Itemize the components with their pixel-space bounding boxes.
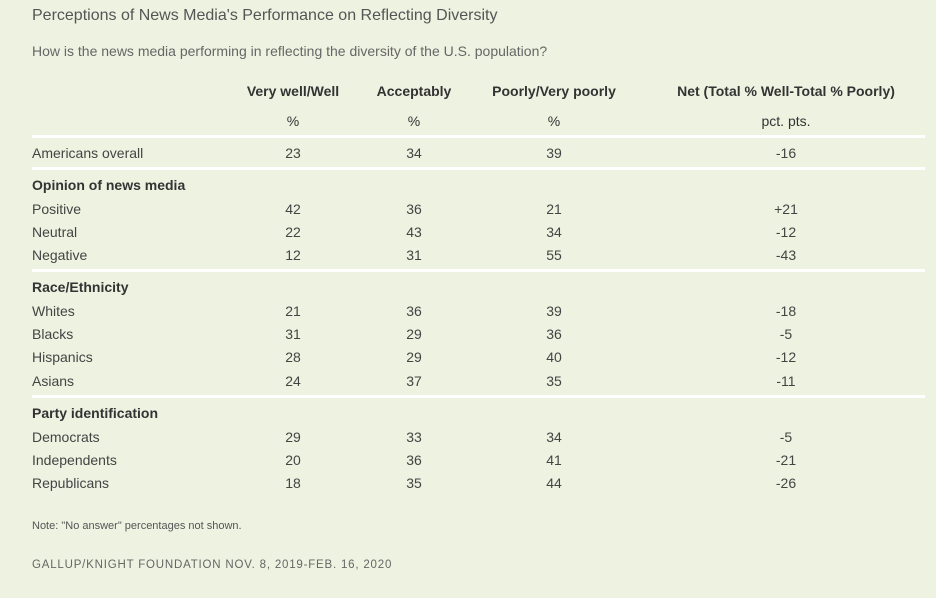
group-label: Race/Ethnicity xyxy=(32,279,129,295)
row-label: Independents xyxy=(32,451,117,468)
footnote: Note: "No answer" percentages not shown. xyxy=(32,520,242,532)
table-cell: 36 xyxy=(546,325,562,342)
table-divider xyxy=(32,135,925,138)
table-cell: 28 xyxy=(285,349,301,366)
table-cell: 34 xyxy=(406,145,422,161)
table-cell: 36 xyxy=(406,302,422,319)
table-cell: -12 xyxy=(775,223,797,240)
column-header: Acceptably xyxy=(376,83,452,99)
table-cell: 37 xyxy=(406,372,422,389)
table-cell: 12 xyxy=(285,247,301,264)
table-divider xyxy=(32,269,925,272)
table-cell: 22 xyxy=(285,223,301,240)
table-cell: -5 xyxy=(779,325,793,342)
row-label: Americans overall xyxy=(32,145,144,161)
table-cell: 33 xyxy=(406,428,422,445)
row-label: Blacks xyxy=(32,325,74,342)
table-cell: 44 xyxy=(546,475,562,492)
table-cell: +21 xyxy=(774,200,798,217)
table-cell: 35 xyxy=(546,372,562,389)
table-cell: -11 xyxy=(776,372,796,389)
chart-title: Perceptions of News Media's Performance … xyxy=(32,7,498,24)
table-divider xyxy=(32,167,925,170)
table-cell: 55 xyxy=(546,247,562,264)
row-label: Whites xyxy=(32,302,75,319)
table-cell: -26 xyxy=(775,475,797,492)
table-cell: 29 xyxy=(285,428,301,445)
table-cell: 20 xyxy=(285,451,301,468)
table-cell: -16 xyxy=(775,145,797,161)
table-cell: 43 xyxy=(406,223,422,240)
table-cell: -5 xyxy=(779,428,793,445)
table-cell: 34 xyxy=(546,223,562,240)
table-cell: 39 xyxy=(546,302,562,319)
table-cell: 18 xyxy=(285,475,301,492)
column-header: Poorly/Very poorly xyxy=(492,83,616,99)
table-cell: 36 xyxy=(406,451,422,468)
table-cell: -18 xyxy=(775,302,797,319)
table-cell: 29 xyxy=(406,325,422,342)
row-label: Negative xyxy=(32,247,88,264)
row-label: Asians xyxy=(32,372,75,389)
table-cell: 31 xyxy=(285,325,301,342)
group-label: Party identification xyxy=(32,405,159,421)
table-cell: 29 xyxy=(406,349,422,366)
table-cell: -21 xyxy=(775,451,797,468)
row-label: Democrats xyxy=(32,428,100,445)
table-divider xyxy=(32,395,925,398)
column-unit: pct. pts. xyxy=(761,113,811,129)
column-header: Net (Total % Well-Total % Poorly) xyxy=(677,83,895,99)
row-label: Hispanics xyxy=(32,349,93,366)
column-header: Very well/Well xyxy=(246,83,340,99)
column-unit: % xyxy=(407,113,421,129)
table-cell: 21 xyxy=(285,302,301,319)
chart-subtitle: How is the news media performing in refl… xyxy=(32,43,548,59)
row-label: Republicans xyxy=(32,475,110,492)
table-cell: -12 xyxy=(775,349,797,366)
column-unit: % xyxy=(286,113,300,129)
table-cell: 34 xyxy=(546,428,562,445)
table-cell: 39 xyxy=(546,145,562,161)
table-cell: 36 xyxy=(406,200,422,217)
table-cell: 21 xyxy=(546,200,562,217)
table-cell: 42 xyxy=(285,200,301,217)
table-cell: 24 xyxy=(285,372,301,389)
source-line: GALLUP/KNIGHT FOUNDATION NOV. 8, 2019-FE… xyxy=(32,559,393,571)
table-cell: 31 xyxy=(406,247,422,264)
table-cell: 35 xyxy=(406,475,422,492)
table-cell: 23 xyxy=(285,145,301,161)
table-cell: 41 xyxy=(546,451,562,468)
column-unit: % xyxy=(547,113,561,129)
row-label: Positive xyxy=(32,200,82,217)
table-cell: -43 xyxy=(775,247,797,264)
group-label: Opinion of news media xyxy=(32,177,186,193)
table-cell: 40 xyxy=(546,349,562,366)
row-label: Neutral xyxy=(32,223,78,240)
